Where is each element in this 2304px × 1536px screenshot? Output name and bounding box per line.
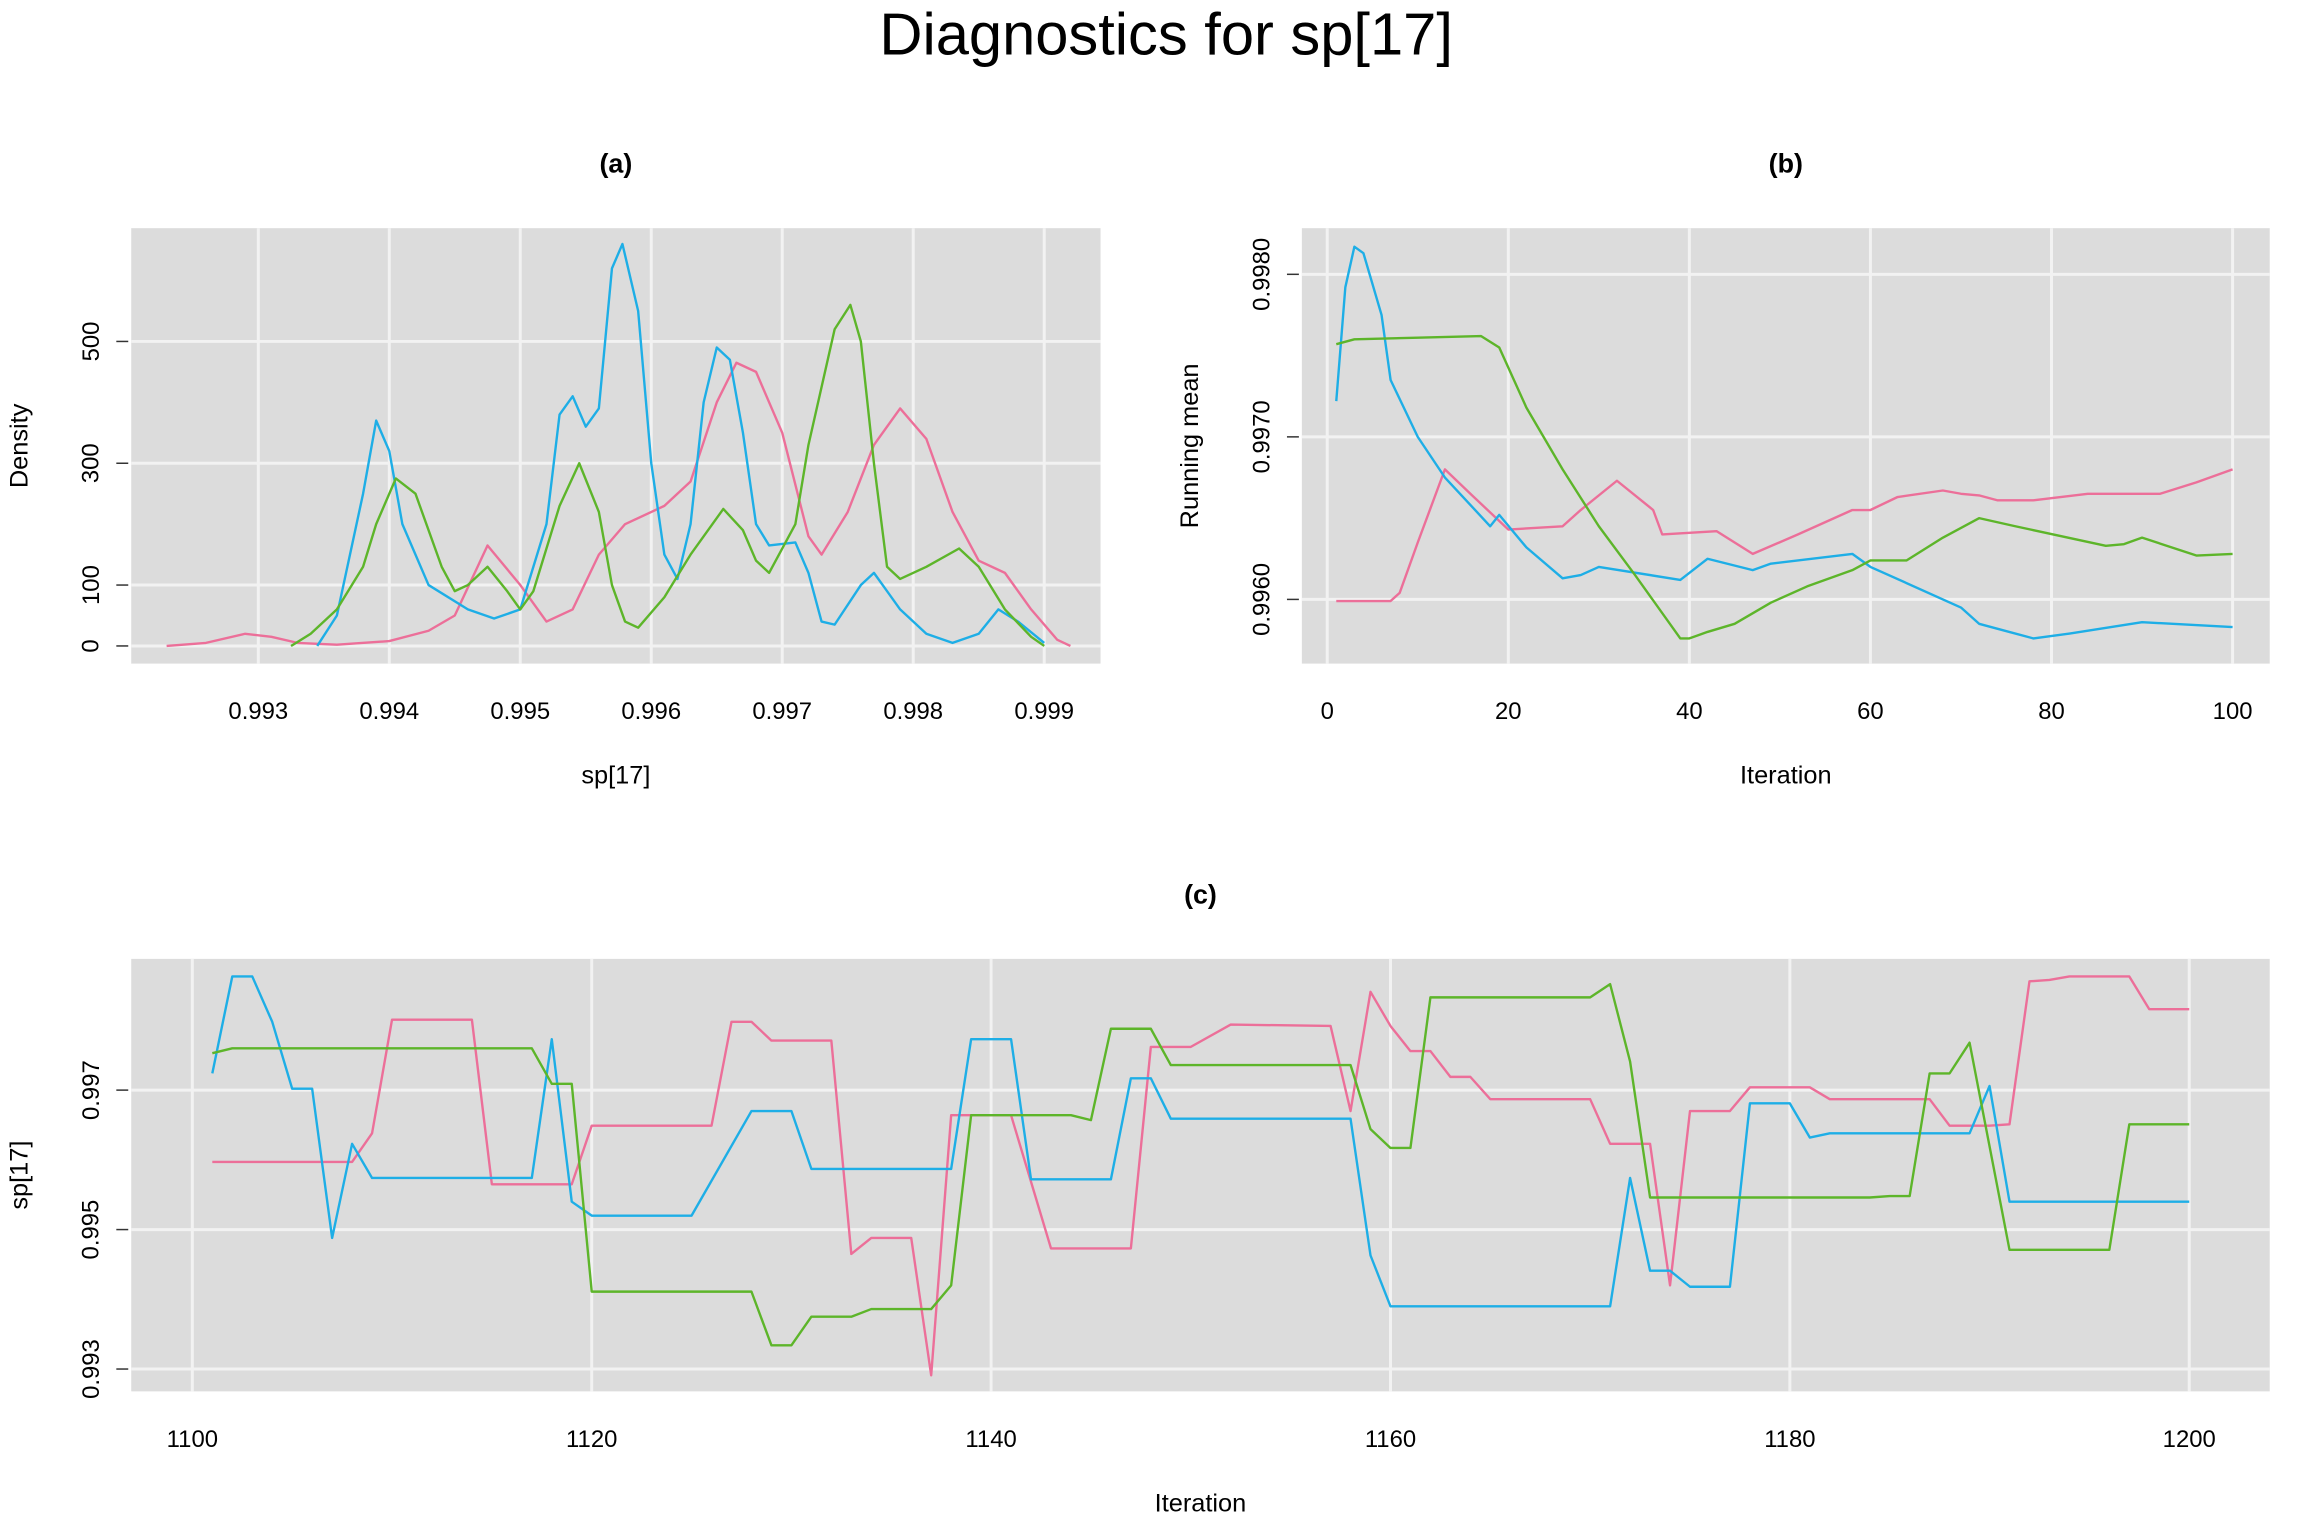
x-tick-label: 0.998 xyxy=(883,698,943,725)
x-tick-label: 0.994 xyxy=(359,698,419,725)
y-tick-label: 0.997 xyxy=(78,1060,105,1120)
y-axis-label: Running mean xyxy=(1176,363,1204,528)
y-tick-label: 300 xyxy=(78,443,105,483)
series-line xyxy=(212,982,2190,1347)
x-tick-label: 0.999 xyxy=(1014,698,1074,725)
figure-title: Diagnostics for sp[17] xyxy=(879,1,1453,68)
y-tick-label: 0.9980 xyxy=(1248,238,1275,311)
series-line xyxy=(1335,334,2233,640)
x-tick-label: 1120 xyxy=(566,1426,617,1453)
y-tick-label: 0.9970 xyxy=(1248,400,1275,473)
series-line xyxy=(1335,245,2233,640)
plot-background xyxy=(131,958,2270,1392)
x-tick-label: 0.996 xyxy=(621,698,681,725)
y-tick-label: 100 xyxy=(78,565,105,605)
series-line xyxy=(290,303,1045,647)
series-line xyxy=(316,242,1045,647)
plot-background xyxy=(1301,228,2270,664)
x-tick-label: 40 xyxy=(1676,698,1703,725)
x-tick-label: 1100 xyxy=(167,1426,218,1453)
x-axis-label: sp[17] xyxy=(581,762,650,790)
y-tick-label: 0.995 xyxy=(78,1200,105,1260)
x-tick-label: 100 xyxy=(2213,698,2253,725)
x-axis-label: Iteration xyxy=(1740,762,1832,790)
panel-title: (c) xyxy=(1184,879,1217,909)
y-tick-label: 0 xyxy=(78,639,105,652)
series-line xyxy=(1336,468,2233,603)
y-tick-label: 0.9960 xyxy=(1248,563,1275,636)
y-axis-label: sp[17] xyxy=(6,1141,34,1210)
panel-title: (b) xyxy=(1769,149,1803,179)
x-tick-label: 80 xyxy=(2038,698,2065,725)
x-tick-label: 0.997 xyxy=(752,698,812,725)
x-tick-label: 0.993 xyxy=(228,698,288,725)
x-tick-label: 1200 xyxy=(2163,1426,2216,1453)
panel-title: (a) xyxy=(599,149,632,179)
series-line xyxy=(211,975,2190,1308)
x-tick-label: 1160 xyxy=(1365,1426,1416,1453)
y-tick-label: 500 xyxy=(78,322,105,362)
x-tick-label: 60 xyxy=(1857,698,1884,725)
series-line xyxy=(166,361,1071,648)
x-tick-label: 1180 xyxy=(1764,1426,1815,1453)
x-axis-label: Iteration xyxy=(1155,1489,1247,1517)
x-tick-label: 1140 xyxy=(965,1426,1016,1453)
x-tick-label: 20 xyxy=(1495,698,1522,725)
series-line xyxy=(212,975,2190,1377)
y-tick-label: 0.993 xyxy=(78,1339,105,1399)
y-axis-label: Density xyxy=(6,403,34,488)
plot-background xyxy=(131,228,1101,664)
x-tick-label: 0.995 xyxy=(490,698,550,725)
x-tick-label: 0 xyxy=(1321,698,1334,725)
